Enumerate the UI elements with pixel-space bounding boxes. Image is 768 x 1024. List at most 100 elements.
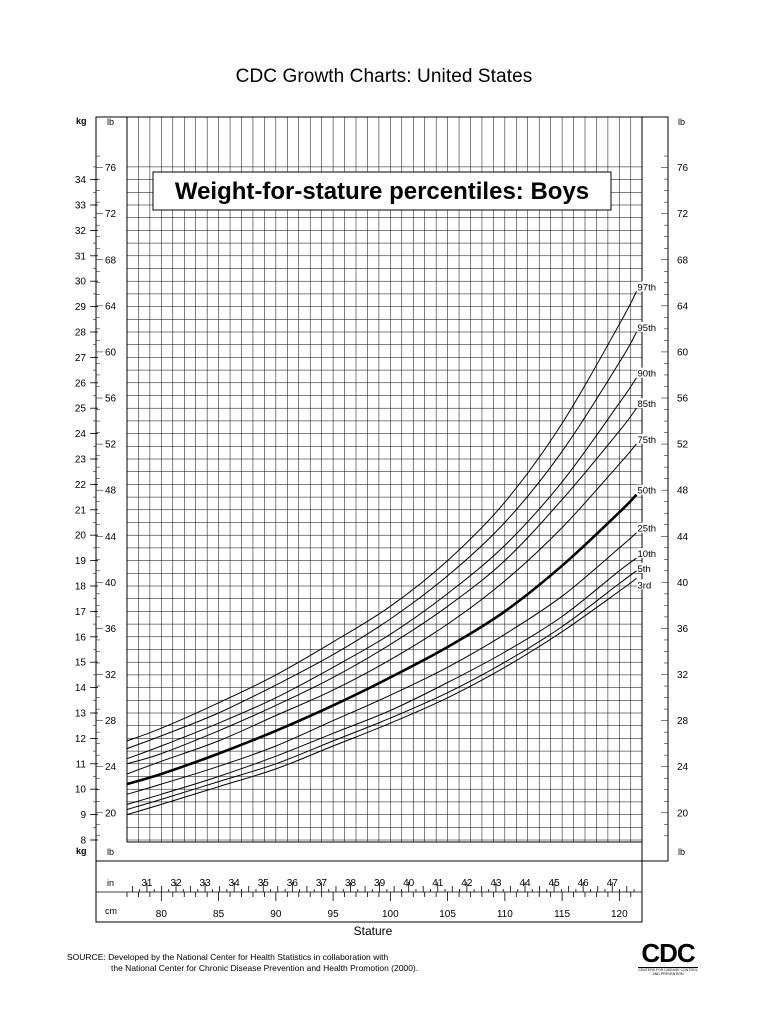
percentile-curve-90th — [126, 377, 637, 760]
percentile-label-bg — [637, 398, 662, 409]
source-line-2: the National Center for Chronic Disease … — [111, 963, 419, 973]
kg-tick-label: 24 — [75, 429, 87, 440]
source-line-1: SOURCE: Developed by the National Center… — [67, 952, 389, 962]
kg-tick-label: 33 — [75, 201, 87, 212]
lb-left-tick-label: 24 — [105, 762, 117, 773]
percentile-label-25th: 25th — [638, 524, 657, 535]
kg-tick-label: 26 — [75, 378, 87, 389]
chart-title-box: Weight-for-stature percentiles: Boys — [152, 171, 612, 211]
percentile-label-bg — [637, 433, 662, 444]
cdc-logo-text: CDC — [641, 938, 695, 968]
kg-tick-label: 8 — [80, 836, 86, 847]
lb-left-tick-label: 28 — [105, 716, 117, 727]
kg-unit-bottom: kg — [76, 846, 87, 856]
lb-left-tick-label: 52 — [105, 440, 117, 451]
in-tick-label: 44 — [519, 878, 531, 889]
lb-right-tick-label: 68 — [677, 255, 689, 266]
percentile-label-85th: 85th — [638, 399, 657, 410]
percentile-curve-25th — [126, 532, 637, 795]
in-tick-label: 41 — [432, 878, 444, 889]
kg-tick-label: 16 — [75, 632, 87, 643]
kg-tick-label: 9 — [80, 810, 86, 821]
lb-left-tick-label: 60 — [105, 347, 117, 358]
lb-right-tick-label: 28 — [677, 716, 689, 727]
lb-left-tick-label: 68 — [105, 255, 117, 266]
lb-left-tick-label: 76 — [105, 163, 117, 174]
lb-right-tick-label: 48 — [677, 486, 689, 497]
kg-tick-label: 10 — [75, 785, 87, 796]
cm-tick-label: 105 — [439, 909, 456, 920]
percentile-label-5th: 5th — [638, 564, 651, 575]
lb-left-tick-label: 36 — [105, 624, 117, 635]
percentile-label-10th: 10th — [638, 549, 657, 560]
source-note: SOURCE: Developed by the National Center… — [67, 952, 418, 974]
stature-scale-box — [95, 860, 643, 923]
cm-tick-label: 120 — [611, 909, 628, 920]
lb-left-tick-label: 40 — [105, 578, 117, 589]
in-tick-label: 40 — [403, 878, 415, 889]
lb-unit-left-top: lb — [107, 117, 114, 127]
lb-right-tick-label: 56 — [677, 394, 689, 405]
percentile-curve-50th — [126, 493, 638, 786]
cm-tick-label: 80 — [156, 909, 168, 920]
kg-tick-label: 23 — [75, 455, 87, 466]
kg-tick-label: 27 — [75, 353, 87, 364]
kg-tick-label: 29 — [75, 302, 87, 313]
kg-tick-label: 22 — [75, 480, 87, 491]
lb-right-tick-label: 52 — [677, 440, 689, 451]
kg-tick-label: 12 — [75, 734, 87, 745]
lb-left-tick-label: 64 — [105, 301, 117, 312]
lb-left-tick-label: 32 — [105, 670, 117, 681]
lb-right-tick-label: 20 — [677, 808, 689, 819]
cm-tick-label: 115 — [554, 909, 570, 920]
lb-unit-left-bottom: lb — [107, 847, 114, 857]
lb-right-tick-label: 40 — [677, 578, 689, 589]
lb-left-tick-label: 48 — [105, 486, 117, 497]
lb-left-tick-label: 72 — [105, 209, 117, 220]
kg-tick-label: 21 — [75, 505, 87, 516]
in-tick-label: 38 — [345, 878, 357, 889]
in-tick-label: 31 — [141, 878, 153, 889]
lb-left-tick-label: 56 — [105, 394, 117, 405]
in-tick-label: 34 — [229, 878, 241, 889]
cm-tick-label: 110 — [497, 909, 513, 920]
percentile-label-bg — [637, 322, 662, 332]
lb-right-tick-label: 32 — [677, 670, 689, 681]
cm-tick-label: 90 — [270, 909, 282, 920]
percentile-label-bg — [637, 367, 662, 378]
lb-left-tick-label: 20 — [105, 808, 117, 819]
cm-unit-label: cm — [105, 906, 117, 916]
cdc-logo-tagline: CENTERS FOR DISEASE CONTROL AND PREVENTI… — [638, 967, 698, 976]
kg-tick-label: 31 — [75, 251, 87, 262]
cdc-logo: CDC CENTERS FOR DISEASE CONTROL AND PREV… — [638, 940, 698, 976]
lb-left-tick-label: 44 — [105, 532, 117, 543]
percentile-curve-75th — [126, 443, 637, 775]
kg-tick-label: 17 — [75, 607, 87, 618]
lb-right-tick-label: 64 — [677, 301, 689, 312]
percentile-curve-95th — [126, 331, 637, 750]
percentile-label-bg — [637, 548, 662, 559]
percentile-label-95th: 95th — [638, 323, 657, 334]
cm-tick-label: 95 — [328, 909, 340, 920]
in-tick-label: 46 — [578, 878, 590, 889]
percentile-label-75th: 75th — [638, 435, 657, 446]
x-axis-label: Stature — [354, 924, 393, 938]
kg-tick-label: 19 — [75, 556, 87, 567]
lb-unit-right-top: lb — [678, 117, 685, 127]
kg-tick-label: 18 — [75, 582, 87, 593]
percentile-curve-10th — [126, 557, 637, 805]
chart-title: Weight-for-stature percentiles: Boys — [175, 178, 589, 205]
axes: kgkg891011121314151617181920212223242526… — [75, 116, 689, 923]
in-tick-label: 37 — [316, 878, 328, 889]
kg-tick-label: 15 — [75, 658, 87, 669]
in-tick-label: 32 — [170, 878, 182, 889]
percentile-label-90th: 90th — [638, 369, 657, 380]
percentile-label-bg — [637, 562, 662, 573]
cm-tick-label: 100 — [382, 909, 399, 920]
percentile-curves: 97th 95th 90th 85th 75th 50th 25th 10th 5th 3rd — [126, 281, 662, 816]
kg-tick-label: 20 — [75, 531, 87, 542]
percentile-curve-3rd — [126, 578, 637, 816]
percentile-label-bg — [637, 522, 662, 533]
kg-tick-label: 30 — [75, 277, 87, 288]
kg-tick-label: 13 — [75, 709, 87, 720]
